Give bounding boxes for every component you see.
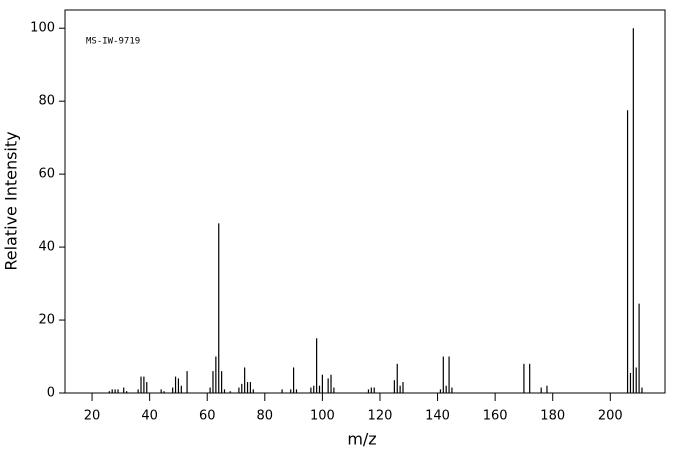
y-axis-label: Relative Intensity xyxy=(2,131,21,270)
x-tick-label: 140 xyxy=(425,409,450,424)
y-tick-label: 0 xyxy=(47,386,55,401)
y-tick-label: 80 xyxy=(38,94,55,109)
x-tick-label: 100 xyxy=(310,409,335,424)
x-tick-label: 200 xyxy=(598,409,623,424)
y-tick-label: 20 xyxy=(38,313,55,328)
x-tick-label: 60 xyxy=(199,409,216,424)
x-tick-label: 160 xyxy=(483,409,508,424)
x-axis-label: m/z xyxy=(347,430,376,449)
x-tick-label: 180 xyxy=(540,409,565,424)
plot-frame xyxy=(64,9,666,394)
x-tick-label: 40 xyxy=(141,409,158,424)
y-tick-label: 60 xyxy=(38,167,55,182)
x-tick-label: 120 xyxy=(368,409,393,424)
y-tick-label: 40 xyxy=(38,240,55,255)
y-tick-label: 100 xyxy=(30,21,55,36)
x-tick-label: 80 xyxy=(257,409,274,424)
x-tick-label: 20 xyxy=(84,409,101,424)
annotation: MS-IW-9719 xyxy=(86,37,140,47)
